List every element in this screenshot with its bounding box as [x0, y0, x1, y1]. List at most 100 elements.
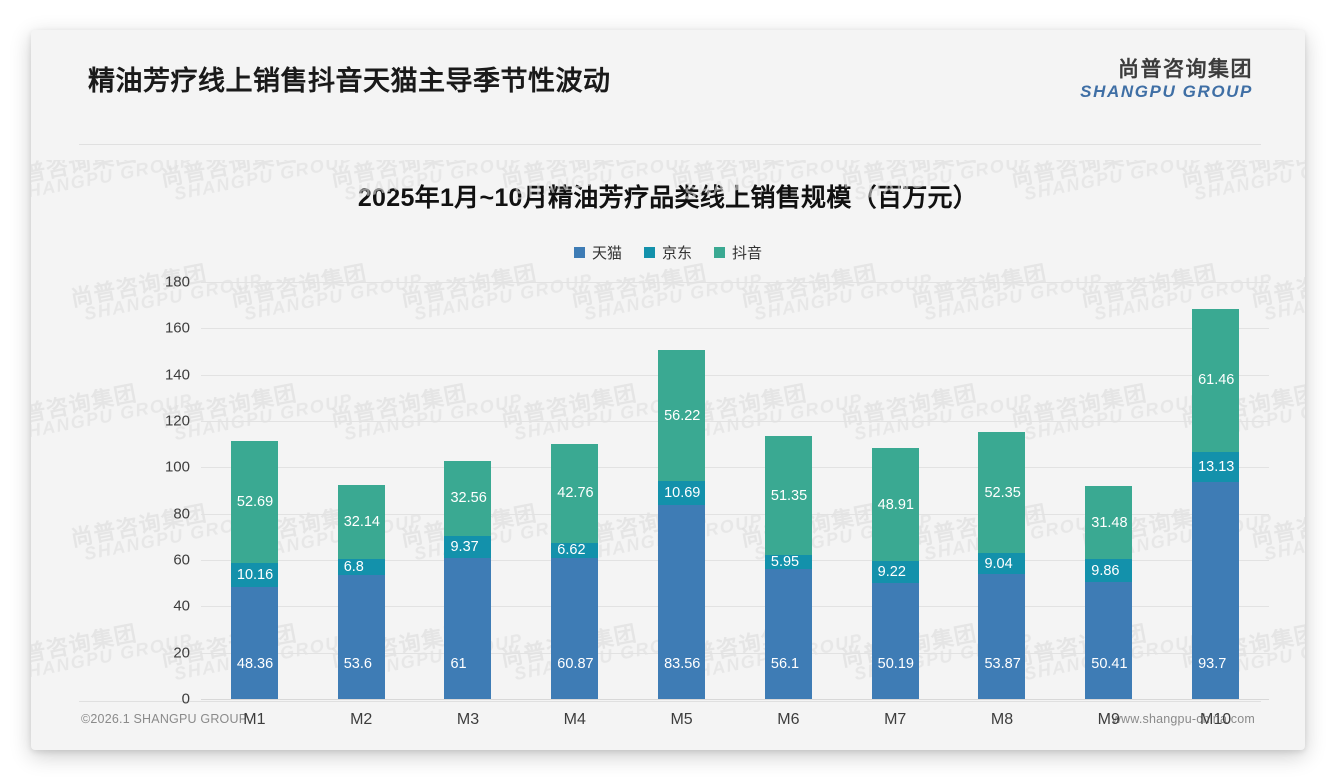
bar-segment-天猫-M2[interactable]: 53.6 — [337, 574, 385, 699]
bar-value-label: 6.62 — [557, 542, 586, 559]
stacked-bar[interactable]: 50.19 9.22 48.91 — [871, 448, 919, 699]
bar-group-M8[interactable]: 53.87 9.04 52.35 — [949, 282, 1056, 699]
bar-value-label: 31.48 — [1091, 514, 1128, 531]
bar-segment-抖音-M3[interactable]: 32.56 — [444, 460, 492, 536]
bar-segment-抖音-M2[interactable]: 32.14 — [337, 484, 385, 560]
stacked-bar[interactable]: 60.87 6.62 42.76 — [551, 443, 599, 699]
bar-value-label: 93.7 — [1198, 655, 1227, 672]
footer-website: www.shangpu-china.com — [1111, 712, 1255, 726]
y-axis-tick-label: 60 — [173, 551, 190, 569]
bar-value-label: 53.87 — [984, 655, 1021, 672]
bar-segment-京东-M5[interactable]: 10.69 — [658, 480, 706, 506]
legend-item-抖音[interactable]: 抖音 — [714, 242, 762, 263]
bar-value-label: 13.13 — [1198, 458, 1235, 475]
bar-segment-天猫-M1[interactable]: 48.36 — [230, 586, 278, 699]
stacked-bar[interactable]: 53.6 6.8 32.14 — [337, 484, 385, 699]
bar-segment-天猫-M8[interactable]: 53.87 — [978, 574, 1026, 699]
bar-value-label: 9.86 — [1091, 562, 1120, 579]
bar-value-label: 6.8 — [343, 558, 364, 575]
bar-segment-天猫-M9[interactable]: 50.41 — [1085, 582, 1133, 699]
bar-segment-天猫-M10[interactable]: 93.7 — [1192, 481, 1240, 699]
stacked-bar[interactable]: 48.36 10.16 52.69 — [230, 441, 278, 699]
bar-value-label: 83.56 — [664, 655, 701, 672]
bar-value-label: 56.1 — [770, 655, 800, 672]
x-axis-tick-label-M4: M4 — [563, 711, 586, 728]
gridline: 140 — [165, 366, 1269, 383]
bar-value-label: 42.76 — [557, 484, 594, 501]
gridline: 80 — [173, 505, 1269, 522]
y-axis-tick-label: 100 — [164, 458, 190, 476]
bar-segment-京东-M8[interactable]: 9.04 — [978, 553, 1026, 575]
bar-segment-抖音-M8[interactable]: 52.35 — [978, 432, 1026, 554]
stacked-bar[interactable]: 93.7 13.13 61.46 — [1192, 309, 1240, 699]
bar-segment-天猫-M5[interactable]: 83.56 — [658, 505, 706, 699]
bar-segment-天猫-M6[interactable]: 56.1 — [764, 569, 812, 699]
stacked-bar[interactable]: 56.1 5.95 51.35 — [764, 436, 812, 699]
bar-segment-京东-M2[interactable]: 6.8 — [337, 558, 385, 575]
y-axis-tick-label: 20 — [173, 644, 190, 662]
logo-english-text: SHANGPU GROUP — [1080, 82, 1253, 102]
y-axis-tick-label: 40 — [173, 597, 190, 615]
watermark-english-text: SHANGPU GROUP — [1262, 270, 1305, 325]
bar-segment-抖音-M10[interactable]: 61.46 — [1192, 309, 1240, 452]
bar-segment-京东-M7[interactable]: 9.22 — [871, 561, 919, 583]
bar-group-M2[interactable]: 53.6 6.8 32.14 — [308, 282, 415, 699]
stacked-bar[interactable]: 83.56 10.69 56.22 — [658, 350, 706, 699]
bar-value-label: 52.35 — [984, 484, 1021, 501]
x-axis-tick-label-M7: M7 — [884, 711, 907, 728]
page-title: 精油芳疗线上销售抖音天猫主导季节性波动 — [88, 66, 611, 96]
bar-value-label: 9.22 — [877, 563, 906, 580]
bar-segment-抖音-M9[interactable]: 31.48 — [1085, 486, 1133, 560]
legend-label: 京东 — [661, 245, 692, 262]
y-axis-tick-label: 120 — [164, 412, 190, 430]
bar-value-label: 9.37 — [450, 538, 479, 555]
footer-divider — [79, 701, 1261, 702]
watermark-english-text: SHANGPU GROUP — [31, 629, 195, 685]
bar-segment-抖音-M6[interactable]: 51.35 — [764, 436, 812, 556]
bar-group-M5[interactable]: 83.56 10.69 56.22 — [628, 282, 735, 699]
bar-segment-抖音-M5[interactable]: 56.22 — [658, 350, 706, 481]
stacked-bar[interactable]: 50.41 9.86 31.48 — [1085, 486, 1133, 699]
bar-group-M10[interactable]: 93.7 13.13 61.46 — [1162, 282, 1269, 699]
report-header: 精油芳疗线上销售抖音天猫主导季节性波动 尚普咨询集团 SHANGPU GROUP — [31, 30, 1305, 130]
x-axis-tick-label-M2: M2 — [350, 711, 373, 728]
bar-value-label: 56.22 — [664, 407, 701, 424]
x-axis-tick-label-M6: M6 — [777, 711, 800, 728]
legend-item-京东[interactable]: 京东 — [643, 242, 692, 263]
legend-swatch-icon — [573, 247, 585, 258]
bar-segment-京东-M9[interactable]: 9.86 — [1085, 559, 1133, 583]
bar-segment-京东-M1[interactable]: 10.16 — [230, 563, 278, 587]
legend-item-天猫[interactable]: 天猫 — [573, 242, 622, 263]
bar-group-M3[interactable]: 61 9.37 32.56 — [415, 282, 522, 699]
bar-value-label: 10.16 — [236, 566, 274, 583]
bar-segment-抖音-M1[interactable]: 52.69 — [230, 441, 278, 564]
y-axis-tick-label: 80 — [173, 505, 190, 523]
company-logo: 尚普咨询集团 SHANGPU GROUP — [1080, 58, 1253, 102]
report-card: 精油芳疗线上销售抖音天猫主导季节性波动 尚普咨询集团 SHANGPU GROUP… — [31, 30, 1305, 750]
bar-segment-天猫-M7[interactable]: 50.19 — [871, 582, 919, 699]
bar-value-label: 48.91 — [877, 496, 914, 513]
bar-segment-京东-M10[interactable]: 13.13 — [1192, 451, 1240, 482]
stacked-bar[interactable]: 61 9.37 32.56 — [444, 460, 492, 699]
stacked-bar[interactable]: 53.87 9.04 52.35 — [978, 432, 1026, 699]
bar-group-M9[interactable]: 50.41 9.86 31.48 — [1055, 282, 1162, 699]
bar-segment-京东-M3[interactable]: 9.37 — [444, 535, 492, 558]
bar-group-M6[interactable]: 56.1 5.95 51.35 — [735, 282, 842, 699]
bar-segment-京东-M4[interactable]: 6.62 — [551, 542, 599, 559]
bar-value-label: 32.56 — [450, 490, 487, 507]
gridline: 60 — [173, 552, 1269, 569]
x-axis-tick-label-M1: M1 — [243, 711, 266, 728]
bar-group-M1[interactable]: 48.36 10.16 52.69 — [201, 282, 308, 699]
bar-segment-天猫-M3[interactable]: 61 — [444, 557, 492, 699]
bar-segment-京东-M6[interactable]: 5.95 — [764, 555, 812, 570]
header-divider — [79, 144, 1261, 145]
bar-group-M4[interactable]: 60.87 6.62 42.76 — [521, 282, 628, 699]
bar-segment-抖音-M7[interactable]: 48.91 — [871, 448, 919, 562]
bar-group-M7[interactable]: 50.19 9.22 48.91 — [842, 282, 949, 699]
y-axis-tick-label: 140 — [164, 366, 190, 384]
logo-chinese-text: 尚普咨询集团 — [1118, 58, 1253, 81]
legend-label: 天猫 — [591, 245, 622, 262]
gridline: 100 — [165, 459, 1269, 476]
bar-segment-抖音-M4[interactable]: 42.76 — [551, 443, 599, 543]
bar-segment-天猫-M4[interactable]: 60.87 — [551, 558, 599, 699]
